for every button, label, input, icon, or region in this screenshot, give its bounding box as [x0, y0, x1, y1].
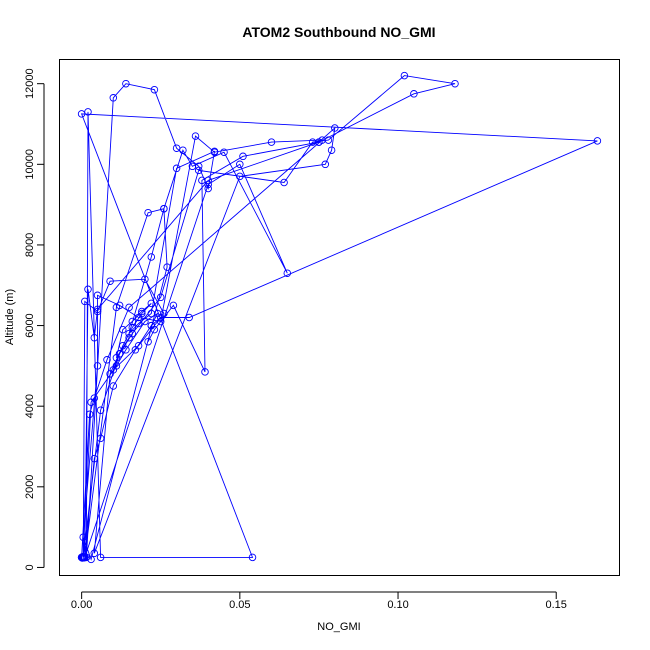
data-point — [119, 341, 127, 350]
data-point — [141, 275, 149, 283]
data-point — [185, 313, 193, 322]
data-point — [90, 549, 99, 558]
y-axis-label: Altitude (m) — [4, 289, 16, 345]
data-point — [147, 253, 156, 261]
data-point — [201, 368, 209, 376]
data-point — [160, 204, 168, 213]
data-point — [147, 309, 156, 318]
data-point — [191, 132, 200, 140]
y-tick-label: 4000 — [24, 394, 36, 418]
data-point — [204, 180, 212, 189]
y-tick-label: 8000 — [24, 233, 36, 257]
y-axis: 0 2000 4000 6000 8000 10000 12000 — [24, 68, 45, 571]
data-point — [204, 184, 212, 193]
data-point — [115, 301, 124, 310]
x-tick-label: 0.05 — [229, 599, 250, 611]
data-point — [410, 90, 418, 98]
data-point — [93, 362, 102, 370]
x-axis: 0.00 0.05 0.10 0.15 — [71, 591, 567, 611]
data-point — [84, 108, 92, 116]
data-point — [125, 303, 133, 312]
y-tick-label: 10000 — [24, 149, 36, 180]
data-point — [283, 269, 292, 277]
data-point — [220, 148, 228, 156]
data-point — [156, 293, 165, 302]
y-tick-label: 0 — [24, 564, 36, 570]
data-point — [172, 144, 181, 152]
data-point — [144, 208, 152, 217]
data-point — [96, 406, 105, 414]
data-point — [81, 297, 89, 306]
data-point — [78, 554, 87, 562]
data-point — [84, 285, 92, 294]
data-point — [150, 85, 159, 94]
data-point — [81, 553, 89, 562]
data-point — [327, 146, 336, 154]
data-point — [321, 160, 330, 169]
data-point — [194, 166, 203, 175]
data-point — [79, 533, 87, 541]
data-point — [128, 323, 137, 332]
series-line — [80, 75, 598, 561]
data-point — [451, 79, 459, 88]
data-point — [128, 329, 137, 338]
data-point — [93, 291, 102, 300]
y-tick-label: 6000 — [24, 313, 36, 337]
data-point — [156, 317, 165, 326]
data-point — [96, 434, 105, 443]
data-point — [90, 394, 99, 402]
data-point — [204, 176, 212, 185]
data-point — [134, 319, 143, 328]
data-point — [109, 366, 118, 374]
data-point — [138, 307, 146, 316]
data-point — [134, 313, 143, 322]
data-point — [115, 350, 124, 358]
x-tick-label: 0.10 — [387, 599, 408, 611]
data-point — [400, 71, 409, 80]
data-point — [318, 136, 326, 144]
data-point — [109, 94, 118, 102]
plot-area — [77, 71, 602, 564]
data-point — [267, 138, 276, 146]
data-point — [131, 346, 140, 354]
data-point — [147, 299, 156, 308]
data-point — [236, 172, 244, 181]
data-point — [147, 321, 156, 330]
x-axis-label: NO_GMI — [317, 621, 360, 633]
data-point — [93, 305, 102, 314]
data-point — [90, 333, 99, 342]
data-point — [85, 410, 94, 419]
data-point — [156, 313, 165, 322]
data-point — [331, 124, 339, 132]
data-point — [103, 356, 111, 364]
data-point — [236, 160, 244, 169]
y-tick-label: 12000 — [24, 68, 36, 99]
data-point — [122, 79, 130, 88]
x-tick-label: 0.15 — [546, 599, 567, 611]
data-point — [593, 137, 602, 145]
data-point — [119, 325, 127, 334]
data-point — [194, 162, 203, 171]
y-tick-label: 2000 — [24, 475, 36, 499]
data-point — [169, 301, 178, 310]
data-point — [172, 164, 181, 173]
data-point — [96, 553, 105, 562]
data-point — [163, 263, 171, 271]
chart-title: ATOM2 Southbound NO_GMI — [242, 24, 435, 40]
data-point — [125, 329, 133, 338]
data-point — [90, 454, 99, 463]
data-point — [93, 307, 102, 316]
data-point — [239, 152, 247, 161]
data-point — [248, 553, 257, 562]
x-tick-label: 0.00 — [71, 599, 92, 611]
data-point — [210, 148, 219, 156]
data-point — [106, 277, 114, 285]
data-point — [280, 178, 288, 187]
data-point — [144, 337, 152, 346]
plot-frame — [59, 59, 620, 576]
data-point — [109, 382, 118, 390]
